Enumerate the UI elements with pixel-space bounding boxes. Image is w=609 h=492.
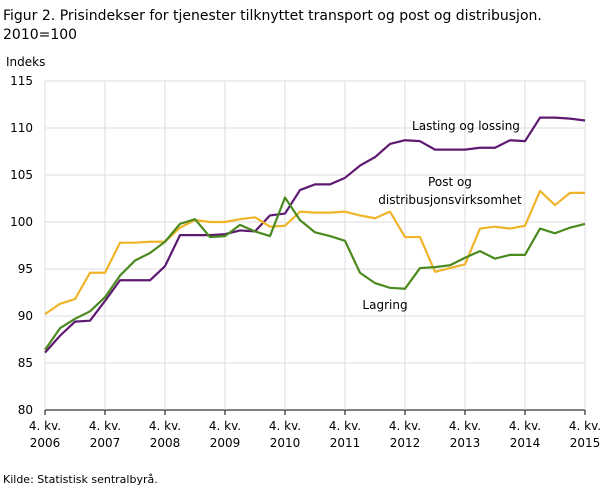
x-tick-label: 4. kv. [569, 419, 601, 433]
x-tick-label: 4. kv. [149, 419, 181, 433]
x-tick-label: 2012 [390, 436, 421, 450]
y-tick-label: 95 [18, 262, 33, 276]
x-tick-label: 4. kv. [449, 419, 481, 433]
x-tick-label: 4. kv. [269, 419, 301, 433]
y-tick-label: 110 [10, 121, 33, 135]
x-tick-label: 4. kv. [329, 419, 361, 433]
y-tick-label: 100 [10, 215, 33, 229]
line-series [44, 116, 586, 354]
x-tick-label: 2015 [570, 436, 601, 450]
x-tick-label: 2007 [90, 436, 121, 450]
x-tick-label: 2008 [150, 436, 181, 450]
series-label: Lasting og lossing [412, 119, 520, 133]
line-series [44, 189, 585, 316]
x-tick-label: 2011 [330, 436, 361, 450]
y-tick-label: 115 [10, 74, 33, 88]
x-tick-label: 2009 [210, 436, 241, 450]
x-tick-label: 2013 [450, 436, 481, 450]
x-tick-label: 2014 [510, 436, 541, 450]
x-tick-label: 4. kv. [209, 419, 241, 433]
y-tick-label: 90 [18, 309, 33, 323]
series-label: Post og distribusjonsvirksomhet [378, 175, 522, 207]
line-series [44, 196, 586, 351]
x-tick-label: 2006 [30, 436, 61, 450]
y-tick-label: 105 [10, 168, 33, 182]
source: Kilde: Statistisk sentralbyrå. [3, 473, 158, 486]
x-tick-label: 4. kv. [29, 419, 61, 433]
y-tick-label: 85 [18, 356, 33, 370]
x-tick-label: 4. kv. [389, 419, 421, 433]
chart-title: Figur 2. Prisindekser for tjenester tilk… [3, 8, 542, 24]
x-tick-label: 4. kv. [509, 419, 541, 433]
chart-subtitle: 2010=100 [3, 27, 77, 43]
series-label: Lagring [362, 298, 407, 312]
y-axis-label: Indeks [6, 55, 45, 69]
y-tick-label: 80 [18, 403, 33, 417]
x-tick-label: 2010 [270, 436, 301, 450]
x-tick-label: 4. kv. [89, 419, 121, 433]
